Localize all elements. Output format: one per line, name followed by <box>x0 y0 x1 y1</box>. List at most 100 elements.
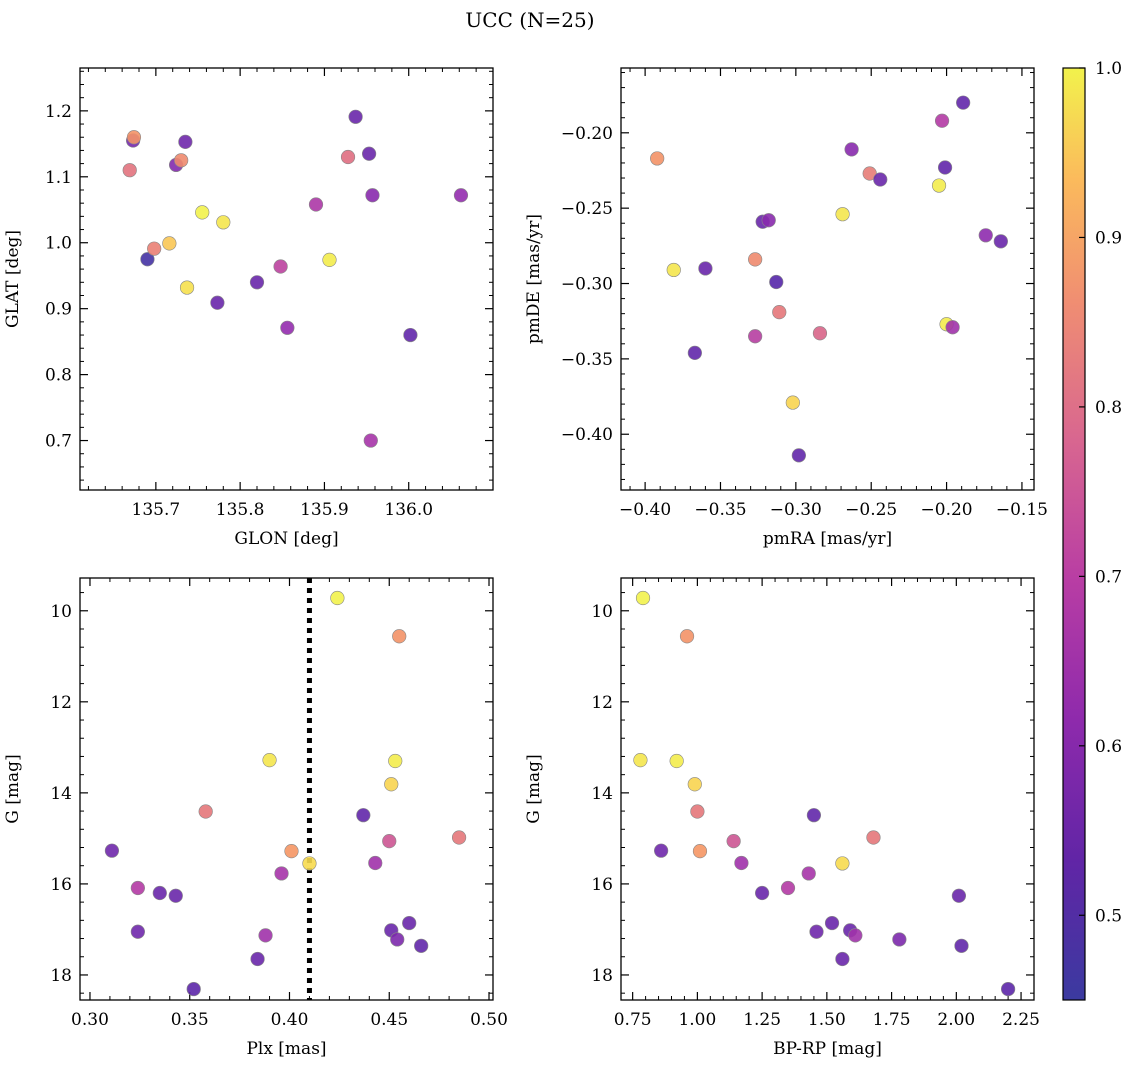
x-axis-label: GLON [deg] <box>234 529 338 549</box>
scatter-point <box>812 326 828 341</box>
scatter-point <box>801 866 816 881</box>
scatter-point <box>104 843 120 858</box>
axes-frame <box>620 67 1035 491</box>
scatter-point <box>198 804 213 819</box>
scatter-point <box>692 844 708 859</box>
x-tick-label: 0.50 <box>470 1010 508 1030</box>
scatter-point <box>844 142 859 157</box>
colorbar-gradient <box>1062 67 1086 1001</box>
y-tick-label: 12 <box>591 693 613 713</box>
scatter-point <box>384 777 399 792</box>
scatter-point <box>769 274 784 290</box>
scatter-point <box>273 259 288 274</box>
scatter-point <box>956 95 971 110</box>
scatter-panel-3: 0.30 0.35 0.40 0.45 0.50 10 12 14 16 18 Plx [mas] G… <box>3 577 508 1059</box>
axes-frame <box>620 577 1035 1001</box>
scatter-point <box>403 327 418 343</box>
scatter-panel-2: −0.40 −0.35 −0.30 −0.25 −0.20 −0.15 −0.40 −0.35… <box>524 67 1048 549</box>
scatter-point <box>258 928 273 943</box>
scatter-point <box>322 252 337 267</box>
y-tick-label: 1.1 <box>45 168 72 188</box>
x-axis-label: BP-RP [mag] <box>773 1039 882 1059</box>
scatter-point <box>147 241 162 256</box>
scatter-point <box>368 855 383 871</box>
scatter-point <box>348 109 363 124</box>
scatter-point <box>126 130 142 145</box>
scatter-point <box>195 205 210 220</box>
scatter-point <box>993 234 1008 249</box>
scatter-point <box>174 153 189 168</box>
scatter-point <box>284 844 299 859</box>
y-axis-label: G [mag] <box>3 754 23 823</box>
y-tick-label: 18 <box>591 966 613 986</box>
scatter-point <box>785 395 800 410</box>
x-tick-label: 2.25 <box>1002 1010 1040 1030</box>
scatter-point <box>250 951 265 967</box>
scatter-point <box>402 915 417 931</box>
scatter-point <box>934 113 950 128</box>
scatter-point <box>633 752 648 768</box>
scatter-panel-4: 0.75 1.00 1.25 1.50 1.75 2.00 2.25 10 12 14 16 18 BP… <box>524 577 1040 1059</box>
scatter-point <box>951 888 967 903</box>
x-tick-label: 135.8 <box>216 500 265 520</box>
scatter-point <box>791 448 806 463</box>
x-tick-label: 0.30 <box>71 1010 109 1030</box>
scatter-point <box>262 752 277 768</box>
scatter-point <box>835 951 850 967</box>
scatter-point <box>179 280 195 295</box>
colorbar-tick-label: 0.7 <box>1095 567 1122 587</box>
scatter-point <box>931 178 947 193</box>
scatter-point <box>122 163 137 178</box>
figure-title: UCC (N=25) <box>465 8 594 32</box>
y-tick-label: 0.9 <box>45 300 72 320</box>
y-axis-label: pmDE [mas/yr] <box>524 214 544 344</box>
scatter-point <box>274 866 289 881</box>
scatter-point <box>761 213 776 228</box>
y-tick-label: −0.40 <box>561 425 613 445</box>
x-tick-label: −0.25 <box>845 500 897 520</box>
colorbar-tick-label: 0.6 <box>1095 737 1122 757</box>
scatter-point <box>687 777 702 792</box>
scatter-point <box>748 329 763 344</box>
scatter-point <box>414 938 429 953</box>
scatter-point <box>392 629 407 644</box>
y-tick-label: 1.0 <box>45 234 72 254</box>
scatter-point <box>945 320 960 335</box>
y-tick-label: 0.8 <box>45 366 72 386</box>
scatter-point <box>152 885 167 901</box>
y-tick-label: 0.7 <box>45 432 72 452</box>
scatter-point <box>666 262 681 278</box>
scatter-point <box>937 160 953 175</box>
scatter-point <box>748 252 763 267</box>
scatter-point <box>1001 981 1016 997</box>
scatter-point <box>178 134 193 149</box>
x-tick-label: 1.25 <box>743 1010 781 1030</box>
y-tick-label: 10 <box>50 602 72 622</box>
scatter-point <box>806 808 822 823</box>
scatter-point <box>382 834 397 849</box>
scatter-point <box>698 261 713 276</box>
x-tick-label: 2.00 <box>937 1010 975 1030</box>
axes-frame <box>79 67 494 491</box>
colorbar: 0.5 0.6 0.7 0.8 0.9 1.0 <box>1062 59 1122 1001</box>
scatter-point <box>249 275 265 290</box>
scatter-point <box>451 830 467 845</box>
y-axis-label: G [mag] <box>524 754 544 823</box>
scatter-point <box>388 753 403 769</box>
scatter-point <box>669 753 684 769</box>
colorbar-tick-label: 1.0 <box>1095 59 1122 79</box>
scatter-point <box>734 855 749 871</box>
y-tick-label: 16 <box>50 875 72 895</box>
x-tick-label: −0.15 <box>996 500 1048 520</box>
x-tick-label: 136.0 <box>384 500 433 520</box>
axes-frame <box>79 577 494 1001</box>
scatter-panel-1: 135.7 135.8 135.9 136.0 0.7 0.8 0.9 1.0 1.1 1.2 GL… <box>3 67 494 549</box>
x-tick-label: −0.20 <box>921 500 973 520</box>
scatter-point <box>650 151 665 166</box>
x-axis-label: pmRA [mas/yr] <box>763 529 892 549</box>
scatter-point <box>772 305 787 320</box>
scatter-point <box>755 885 770 901</box>
scatter-point <box>365 188 380 203</box>
scatter-point <box>687 345 702 360</box>
x-tick-label: 0.35 <box>171 1010 209 1030</box>
